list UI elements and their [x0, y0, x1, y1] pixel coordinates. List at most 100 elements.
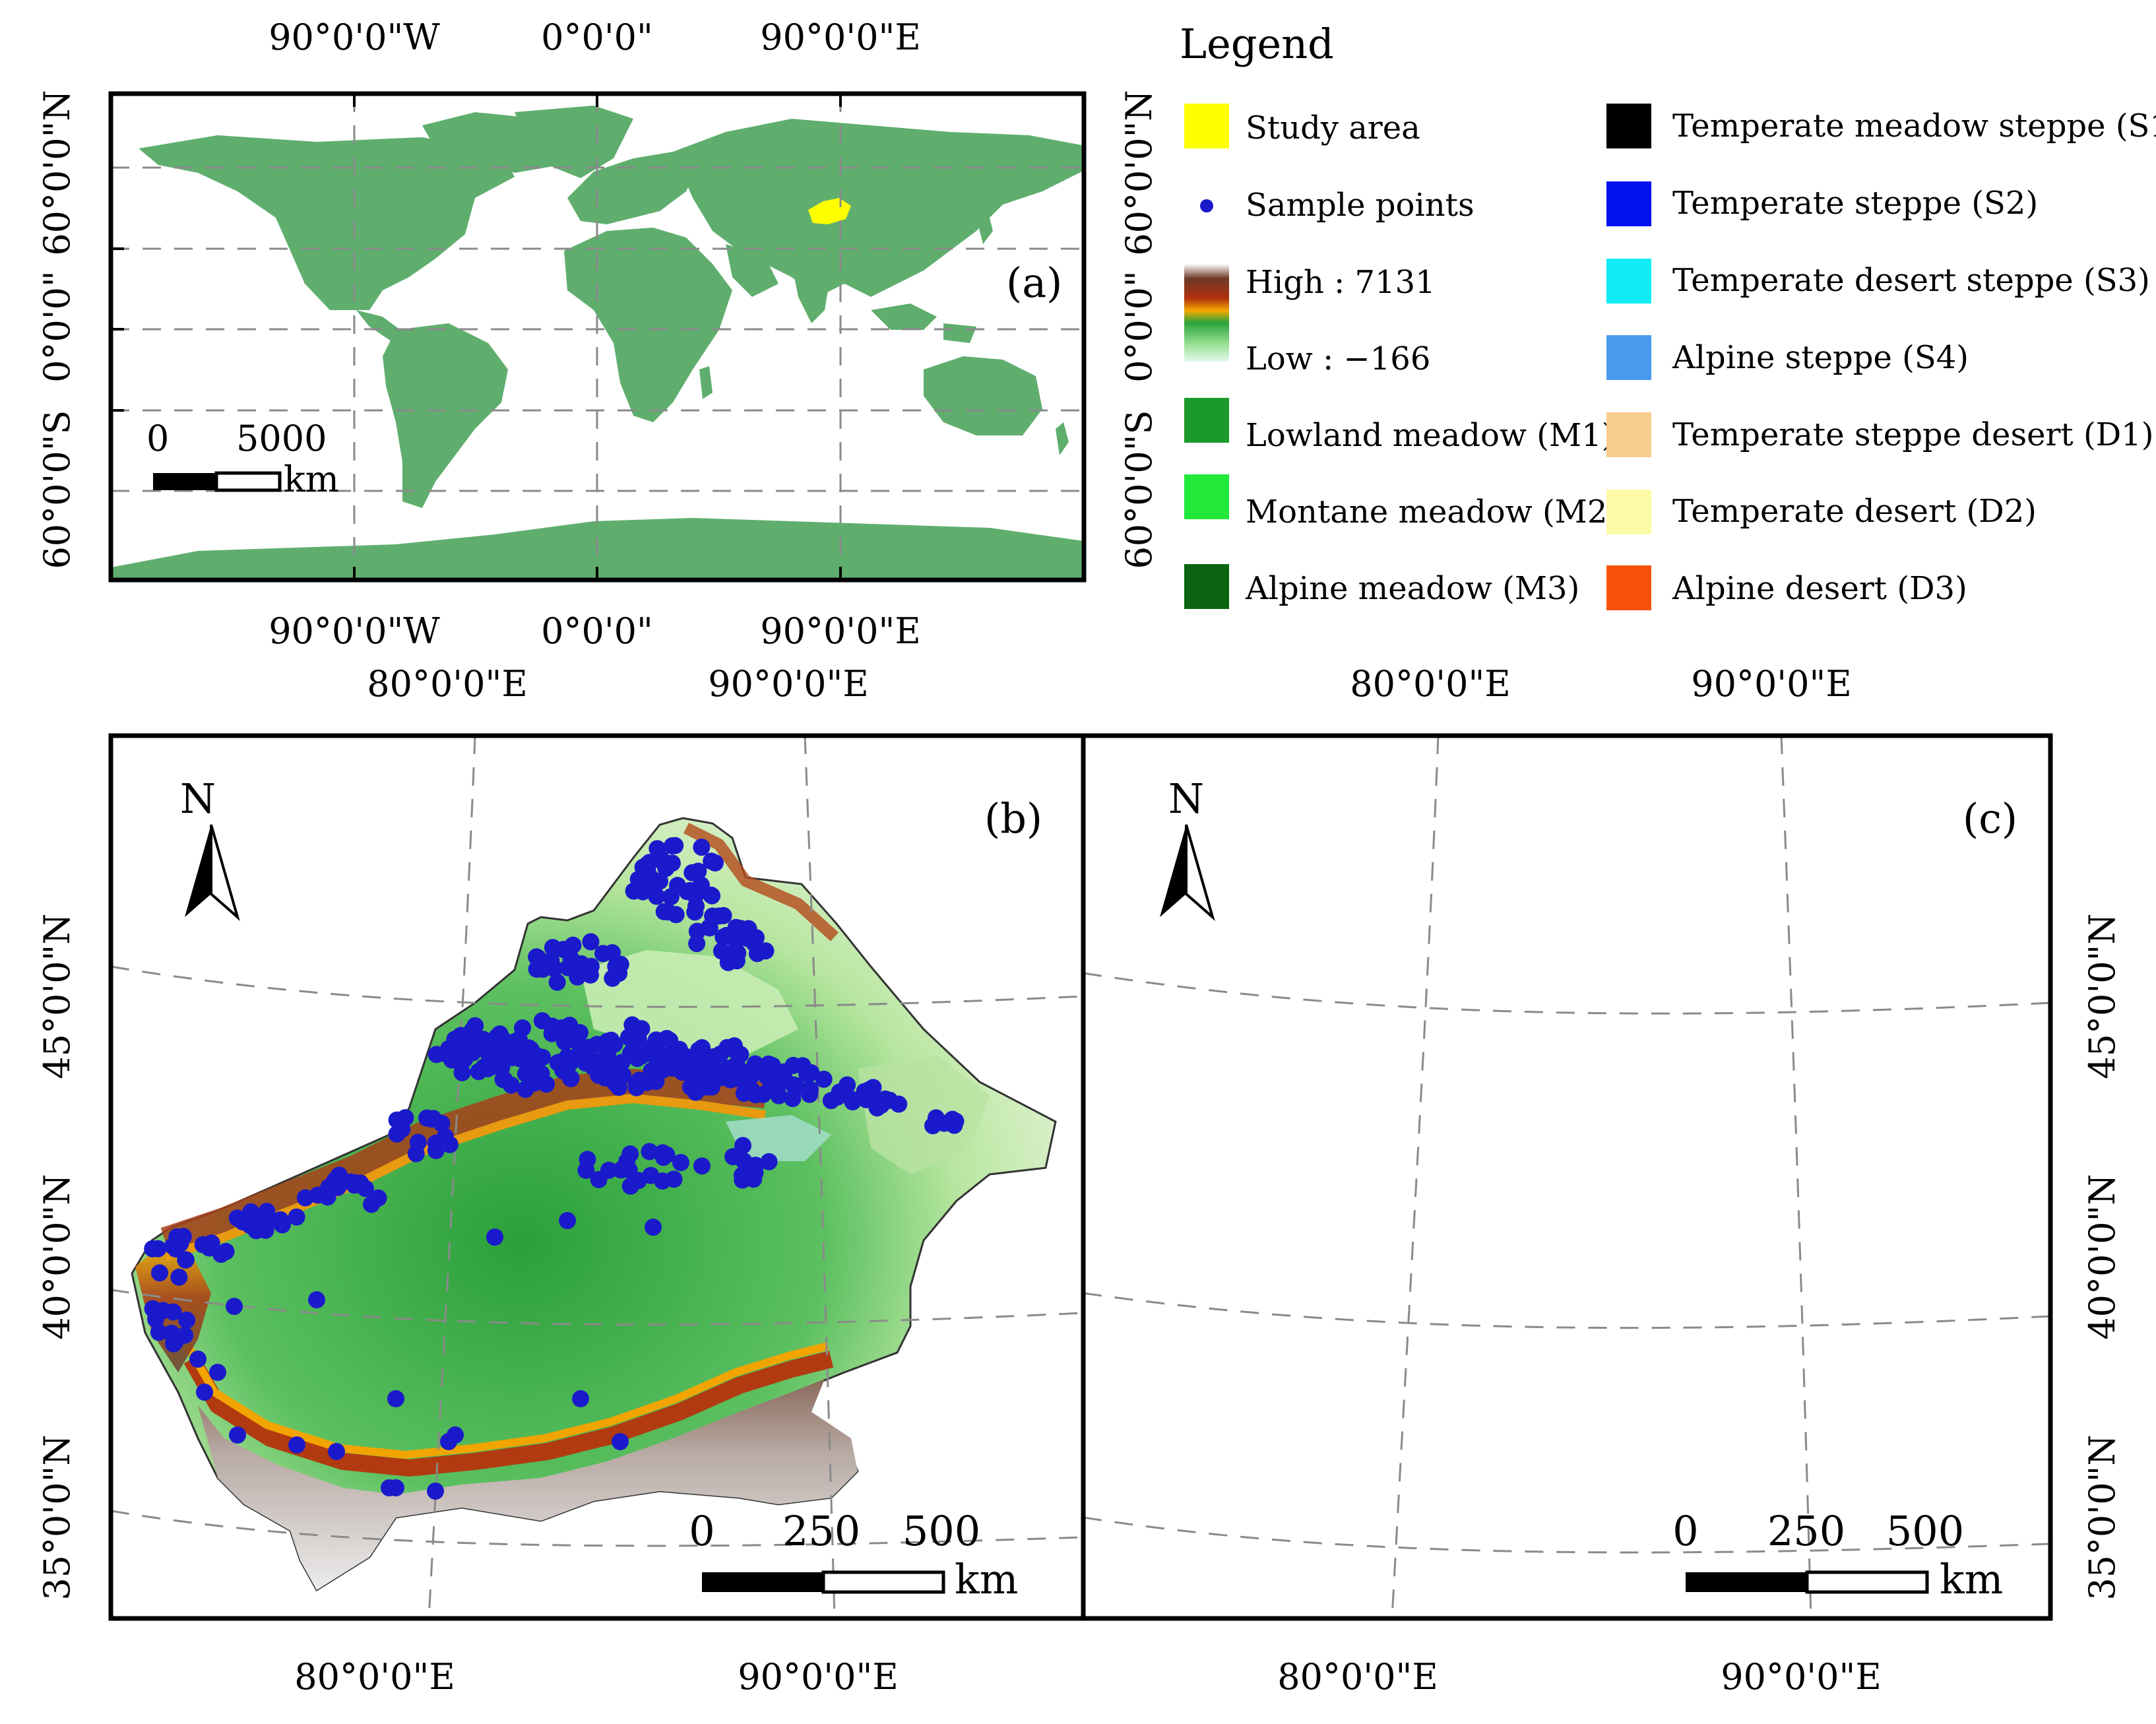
sample-point — [688, 935, 706, 953]
sample-point — [308, 1291, 325, 1308]
sample-point — [647, 1073, 665, 1091]
panel-b-top-label-1: 80°0'0"E — [367, 663, 528, 705]
panel-c-north-arrow: N — [1160, 775, 1215, 921]
sample-point — [381, 1479, 398, 1496]
sample-point — [654, 1144, 672, 1162]
legend-swatch-study-area — [1184, 104, 1229, 148]
legend-label-low: Low : −166 — [1246, 340, 1430, 377]
sample-point — [705, 1048, 723, 1066]
sample-point — [734, 1171, 751, 1189]
sample-point — [203, 1234, 220, 1252]
panel-c-top-label-1: 80°0'0"E — [1350, 663, 1511, 705]
sample-point — [924, 1117, 941, 1135]
legend-swatch-m1 — [1184, 398, 1229, 443]
panel-b-bottom-label-1: 80°0'0"E — [294, 1656, 455, 1698]
sample-point — [257, 1218, 274, 1236]
sample-point — [649, 840, 666, 858]
sample-point — [242, 1203, 260, 1221]
sample-point — [645, 1219, 662, 1236]
legend-label-s3: Temperate desert steppe (S3) — [1672, 262, 2150, 299]
legend: Legend Study area Sample points High : 7… — [1180, 20, 2156, 610]
sample-point — [620, 1161, 638, 1179]
scale-c-tick-1: 250 — [1767, 1507, 1845, 1555]
panel-b-letter: (b) — [984, 794, 1042, 843]
sample-point — [189, 1351, 206, 1368]
sample-point — [784, 1056, 802, 1074]
sample-point — [196, 1384, 213, 1401]
sample-point — [228, 1209, 246, 1227]
panel-a-letter: (a) — [1006, 259, 1062, 307]
sample-point — [651, 872, 668, 890]
sample-point — [164, 1237, 181, 1255]
panel-c-top-label-2: 90°0'0"E — [1691, 663, 1852, 705]
sample-point — [693, 1157, 711, 1175]
sample-point — [662, 888, 680, 906]
legend-elevation-ramp — [1184, 264, 1229, 362]
sample-point — [734, 1066, 751, 1083]
sample-point — [229, 1426, 246, 1444]
panel-c-right-label-3: 35°0'0"N — [2081, 1434, 2123, 1600]
panel-c-right-label-2: 40°0'0"N — [2081, 1174, 2123, 1339]
sample-point — [463, 1022, 481, 1040]
sample-point — [544, 939, 561, 957]
sample-point — [704, 907, 722, 925]
sample-point — [579, 1151, 596, 1168]
legend-title: Legend — [1180, 20, 1334, 68]
legend-swatch-m3 — [1184, 564, 1229, 609]
panel-a-bottom-label-1: 90°0'0"W — [269, 610, 440, 652]
scale-c-unit: km — [1940, 1555, 2003, 1603]
sample-point — [635, 877, 652, 895]
sample-point — [331, 1166, 348, 1184]
panel-b-scale-bar: 0 250 500 km — [689, 1507, 1018, 1603]
legend-swatch-d1 — [1606, 412, 1651, 457]
panel-b-north-letter: N — [180, 775, 216, 823]
legend-label-d3: Alpine desert (D3) — [1672, 570, 1967, 607]
sample-point — [209, 1364, 226, 1381]
sample-point — [714, 928, 732, 946]
sample-point — [533, 1012, 551, 1030]
legend-symbol-sample-points — [1200, 199, 1213, 212]
legend-swatch-m2 — [1184, 474, 1229, 519]
sample-point — [550, 1054, 567, 1071]
sample-point — [572, 1390, 589, 1407]
legend-label-s4: Alpine steppe (S4) — [1672, 339, 1969, 376]
sample-point — [745, 934, 763, 952]
sample-point — [659, 903, 677, 921]
sample-point — [687, 897, 705, 915]
panel-b-bottom-label-2: 90°0'0"E — [738, 1656, 899, 1698]
sample-point — [692, 876, 710, 894]
legend-swatch-d3 — [1606, 565, 1651, 610]
sample-point — [144, 1240, 162, 1258]
sample-point — [534, 1073, 552, 1091]
sample-point — [689, 862, 707, 880]
sample-point — [747, 1057, 765, 1075]
sample-point — [746, 1164, 764, 1182]
sample-point — [647, 1031, 665, 1049]
sample-point — [569, 968, 587, 986]
legend-label-study-area: Study area — [1246, 110, 1420, 146]
sample-point — [559, 1212, 576, 1229]
sample-point — [486, 1229, 503, 1246]
sample-point — [688, 922, 706, 940]
sample-point — [296, 1189, 314, 1207]
sample-point — [647, 1048, 664, 1066]
sample-point — [433, 1114, 451, 1132]
sample-point — [369, 1189, 387, 1207]
sample-point — [393, 1113, 410, 1131]
panel-b-kunlun-foothills — [183, 1351, 834, 1477]
sample-point — [604, 969, 621, 987]
sample-point — [664, 837, 682, 854]
sample-point — [623, 1016, 641, 1034]
sample-point — [559, 1021, 577, 1039]
sample-point — [455, 1050, 473, 1068]
sample-point — [654, 1172, 672, 1190]
sample-points — [144, 837, 965, 1500]
sample-point — [482, 1040, 499, 1058]
sample-point — [176, 1326, 194, 1344]
sample-point — [288, 1436, 305, 1453]
scale-b-tick-1: 250 — [782, 1507, 860, 1555]
legend-swatch-d2 — [1606, 490, 1651, 534]
sample-point — [273, 1216, 291, 1234]
sample-point — [866, 1091, 883, 1109]
